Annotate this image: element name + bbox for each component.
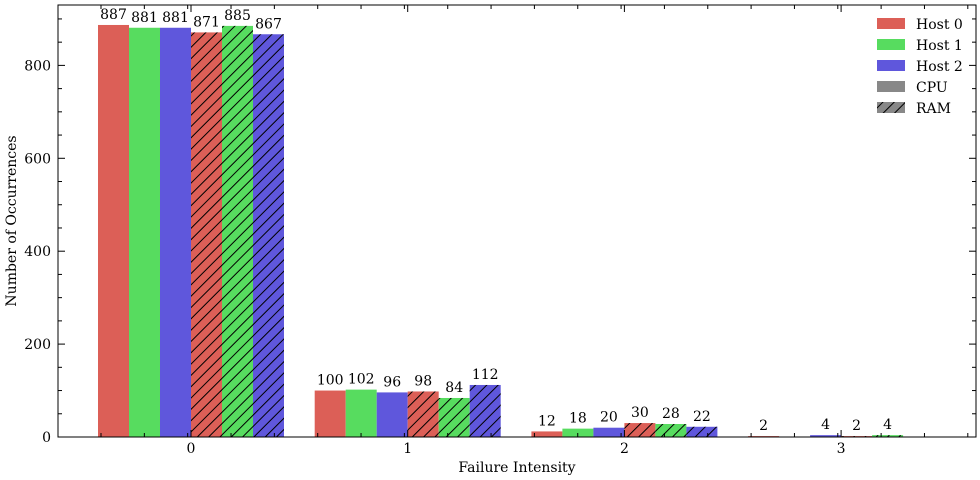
- data-label: 96: [383, 374, 401, 390]
- legend-entry-label: Host 2: [916, 59, 963, 75]
- bar-hatch: [655, 423, 687, 437]
- data-label: 100: [317, 373, 344, 389]
- y-tick-label: 400: [24, 244, 51, 260]
- bar: [376, 392, 408, 437]
- data-label: 112: [472, 367, 499, 383]
- data-label: 881: [162, 10, 189, 26]
- bar-hatch: [469, 384, 501, 437]
- bars-group: [98, 24, 904, 438]
- bar-hatch: [686, 426, 718, 437]
- y-axis-label: Number of Occurrences: [4, 135, 20, 306]
- bar: [129, 27, 160, 437]
- bar: [98, 24, 129, 438]
- data-label: 12: [538, 413, 556, 429]
- data-label: 22: [693, 409, 711, 425]
- data-label: 28: [662, 406, 680, 422]
- y-tick-label: 200: [24, 337, 51, 353]
- data-label: 871: [193, 14, 220, 30]
- data-label: 867: [255, 16, 282, 32]
- bar-hatch: [872, 435, 904, 437]
- data-label: 20: [600, 410, 618, 426]
- bar-hatch: [222, 25, 253, 437]
- data-label: 84: [445, 380, 463, 396]
- legend-entry-label: CPU: [916, 80, 948, 96]
- bar: [160, 27, 191, 437]
- bar: [531, 431, 563, 437]
- bar: [314, 390, 346, 437]
- bar-hatch: [438, 397, 470, 437]
- legend: Host 0 Host 1 Host 2 CPU RAM: [877, 17, 963, 117]
- x-tick-label: 2: [620, 441, 629, 457]
- data-label: 887: [100, 7, 127, 23]
- legend-swatch: [877, 81, 905, 92]
- legend-swatch-hatch: [877, 102, 905, 113]
- bar: [593, 427, 625, 437]
- bar-hatch: [624, 423, 656, 437]
- legend-swatch: [877, 60, 905, 71]
- data-label: 4: [821, 417, 830, 433]
- data-label: 18: [569, 411, 587, 427]
- y-tick-label: 0: [42, 430, 51, 446]
- legend-swatch: [877, 18, 905, 29]
- data-label: 885: [224, 8, 251, 24]
- plot-frame: [57, 4, 977, 438]
- x-tick-label: 0: [187, 441, 196, 457]
- y-tick-label: 800: [24, 58, 51, 74]
- data-label: 881: [131, 10, 158, 26]
- bar-hatch: [191, 32, 222, 437]
- data-label: 2: [759, 418, 768, 434]
- data-label: 98: [414, 373, 432, 389]
- data-label: 4: [883, 417, 892, 433]
- legend-entry-label: Host 1: [916, 38, 963, 54]
- y-tick-label: 600: [24, 151, 51, 167]
- legend-swatch: [877, 39, 905, 50]
- x-axis-label: Failure Intensity: [458, 460, 575, 476]
- data-label: 30: [631, 405, 649, 421]
- bar: [562, 428, 594, 437]
- x-tick-label: 1: [403, 441, 412, 457]
- bar-hatch: [407, 391, 439, 437]
- bar-hatch: [253, 34, 284, 437]
- bar: [810, 435, 842, 437]
- data-label: 2: [852, 418, 861, 434]
- legend-entry-label: Host 0: [916, 17, 963, 33]
- legend-entry-label: RAM: [916, 101, 951, 117]
- data-label: 102: [348, 372, 375, 388]
- x-tick-label: 3: [837, 441, 846, 457]
- bar: [345, 389, 377, 437]
